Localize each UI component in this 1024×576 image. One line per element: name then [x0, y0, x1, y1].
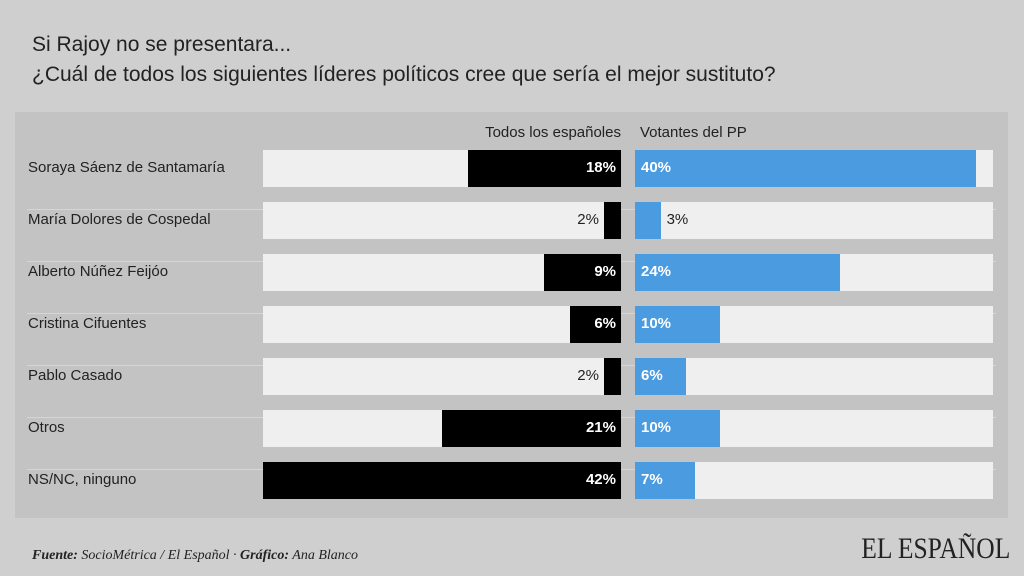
bar-votantes-del-pp: [635, 202, 661, 239]
track-right: [635, 462, 993, 499]
value-label-left: 2%: [577, 367, 599, 384]
track-left: [263, 306, 621, 343]
category-label: Otros: [28, 419, 65, 436]
chart-row: Alberto Núñez Feijóo 9% 24%: [15, 254, 1008, 314]
value-label-right: 10%: [641, 419, 672, 436]
category-label: Cristina Cifuentes: [28, 315, 147, 332]
series-header-right: Votantes del PP: [640, 124, 747, 141]
chart-row: María Dolores de Cospedal 2% 3%: [15, 202, 1008, 262]
value-label-right: 3%: [666, 211, 689, 228]
value-label-right: 10%: [641, 315, 672, 332]
value-label-right: 7%: [641, 471, 663, 488]
track-left: [263, 202, 621, 239]
value-label-left: 42%: [585, 471, 616, 488]
value-label-right: 40%: [641, 159, 672, 176]
bar-votantes-del-pp: [635, 462, 695, 499]
bar-votantes-del-pp: [635, 254, 840, 291]
value-label-left: 18%: [585, 159, 616, 176]
chart-row: Pablo Casado 2% 6%: [15, 358, 1008, 418]
bar-todos-los-espanoles: [263, 462, 621, 499]
series-header-left: Todos los españoles: [485, 124, 621, 141]
source-text: SocioMétrica / El Español ·: [77, 548, 241, 563]
chart-row: Cristina Cifuentes 6% 10%: [15, 306, 1008, 366]
chart-row: Soraya Sáenz de Santamaría 18% 40%: [15, 150, 1008, 210]
track-right: [635, 202, 993, 239]
value-label-left: 21%: [585, 419, 616, 436]
bar-votantes-del-pp: [635, 358, 687, 395]
track-left: [263, 358, 621, 395]
chart-row: Otros 21% 10%: [15, 410, 1008, 470]
source-credit: Fuente: SocioMétrica / El Español · Gráf…: [32, 548, 358, 564]
graphic-text: Ana Blanco: [289, 548, 359, 563]
source-label: Fuente:: [32, 548, 78, 563]
category-label: Alberto Núñez Feijóo: [28, 263, 169, 280]
chart-row: NS/NC, ninguno 42% 7%: [15, 462, 1008, 514]
title-line-1: Si Rajoy no se presentara...: [32, 33, 292, 56]
track-right: [635, 358, 993, 395]
title-line-2: ¿Cuál de todos los siguientes líderes po…: [32, 63, 776, 86]
el-espanol-logo: EL ESPAÑOL: [860, 532, 1010, 565]
value-label-right: 6%: [641, 367, 663, 384]
bar-todos-los-espanoles: [603, 358, 621, 395]
value-label-right: 24%: [641, 263, 672, 280]
chart-title: Si Rajoy no se presentara... ¿Cuál de to…: [32, 30, 776, 90]
graphic-label: Gráfico:: [240, 548, 290, 563]
category-label: Soraya Sáenz de Santamaría: [28, 159, 225, 176]
bar-votantes-del-pp: [635, 410, 721, 447]
bar-votantes-del-pp: [635, 150, 976, 187]
value-label-left: 9%: [594, 263, 616, 280]
bar-todos-los-espanoles: [603, 202, 621, 239]
bar-todos-los-espanoles: [544, 254, 621, 291]
value-label-left: 2%: [577, 211, 599, 228]
bar-todos-los-espanoles: [467, 150, 621, 187]
value-label-left: 6%: [594, 315, 616, 332]
bar-todos-los-espanoles: [569, 306, 621, 343]
category-label: María Dolores de Cospedal: [28, 211, 211, 228]
category-label: Pablo Casado: [28, 367, 123, 384]
bar-votantes-del-pp: [635, 306, 721, 343]
category-label: NS/NC, ninguno: [28, 471, 137, 488]
bar-todos-los-espanoles: [442, 410, 621, 447]
